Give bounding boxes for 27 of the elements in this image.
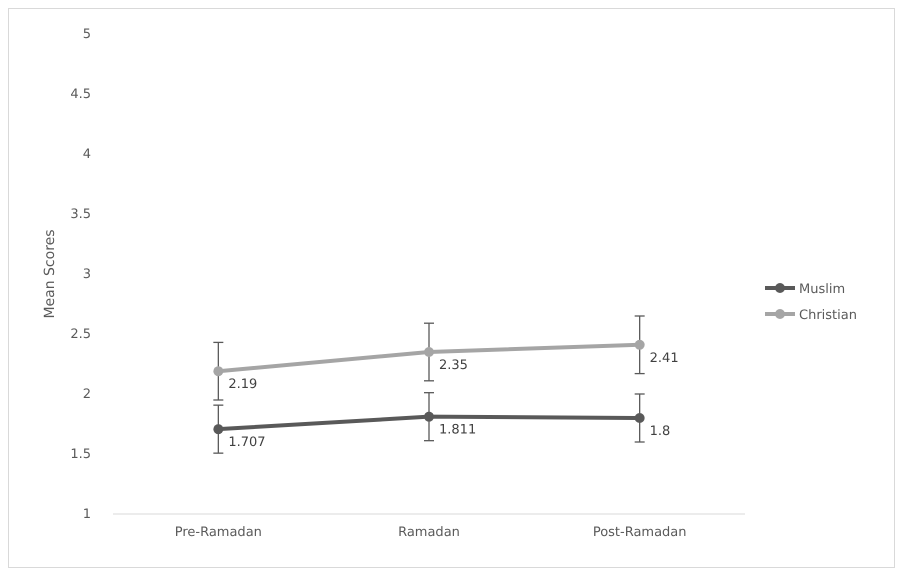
data-label: 2.35 [439, 358, 468, 373]
point [213, 366, 224, 376]
point [213, 424, 224, 434]
legend-label: Muslim [799, 282, 846, 297]
y-tick-label: 1.5 [70, 447, 91, 462]
data-label: 1.8 [650, 424, 670, 439]
point [634, 340, 645, 350]
point [424, 412, 434, 422]
data-label: 1.811 [439, 422, 476, 438]
x-tick-label: Post-Ramadan [592, 525, 687, 540]
y-tick-label: 2.5 [70, 327, 91, 342]
y-tick-label: 3.5 [70, 207, 91, 222]
x-tick-label: Ramadan [398, 525, 460, 540]
y-tick-label: 5 [82, 27, 91, 42]
y-tick-label: 3 [82, 267, 91, 282]
data-label: 2.19 [228, 377, 258, 392]
data-label: 1.707 [228, 435, 266, 450]
y-tick-label: 4.5 [70, 87, 91, 102]
y-tick-label: 4 [82, 147, 91, 162]
x-tick-label: Pre-Ramadan [174, 525, 262, 540]
data-label: 2.41 [650, 350, 679, 366]
y-tick-label: 1 [82, 507, 91, 522]
y-axis-title: Mean Scores [42, 229, 58, 319]
y-tick-label: 2 [82, 387, 91, 402]
point [634, 413, 645, 423]
legend-label: Christian [799, 308, 857, 323]
point [424, 347, 434, 357]
